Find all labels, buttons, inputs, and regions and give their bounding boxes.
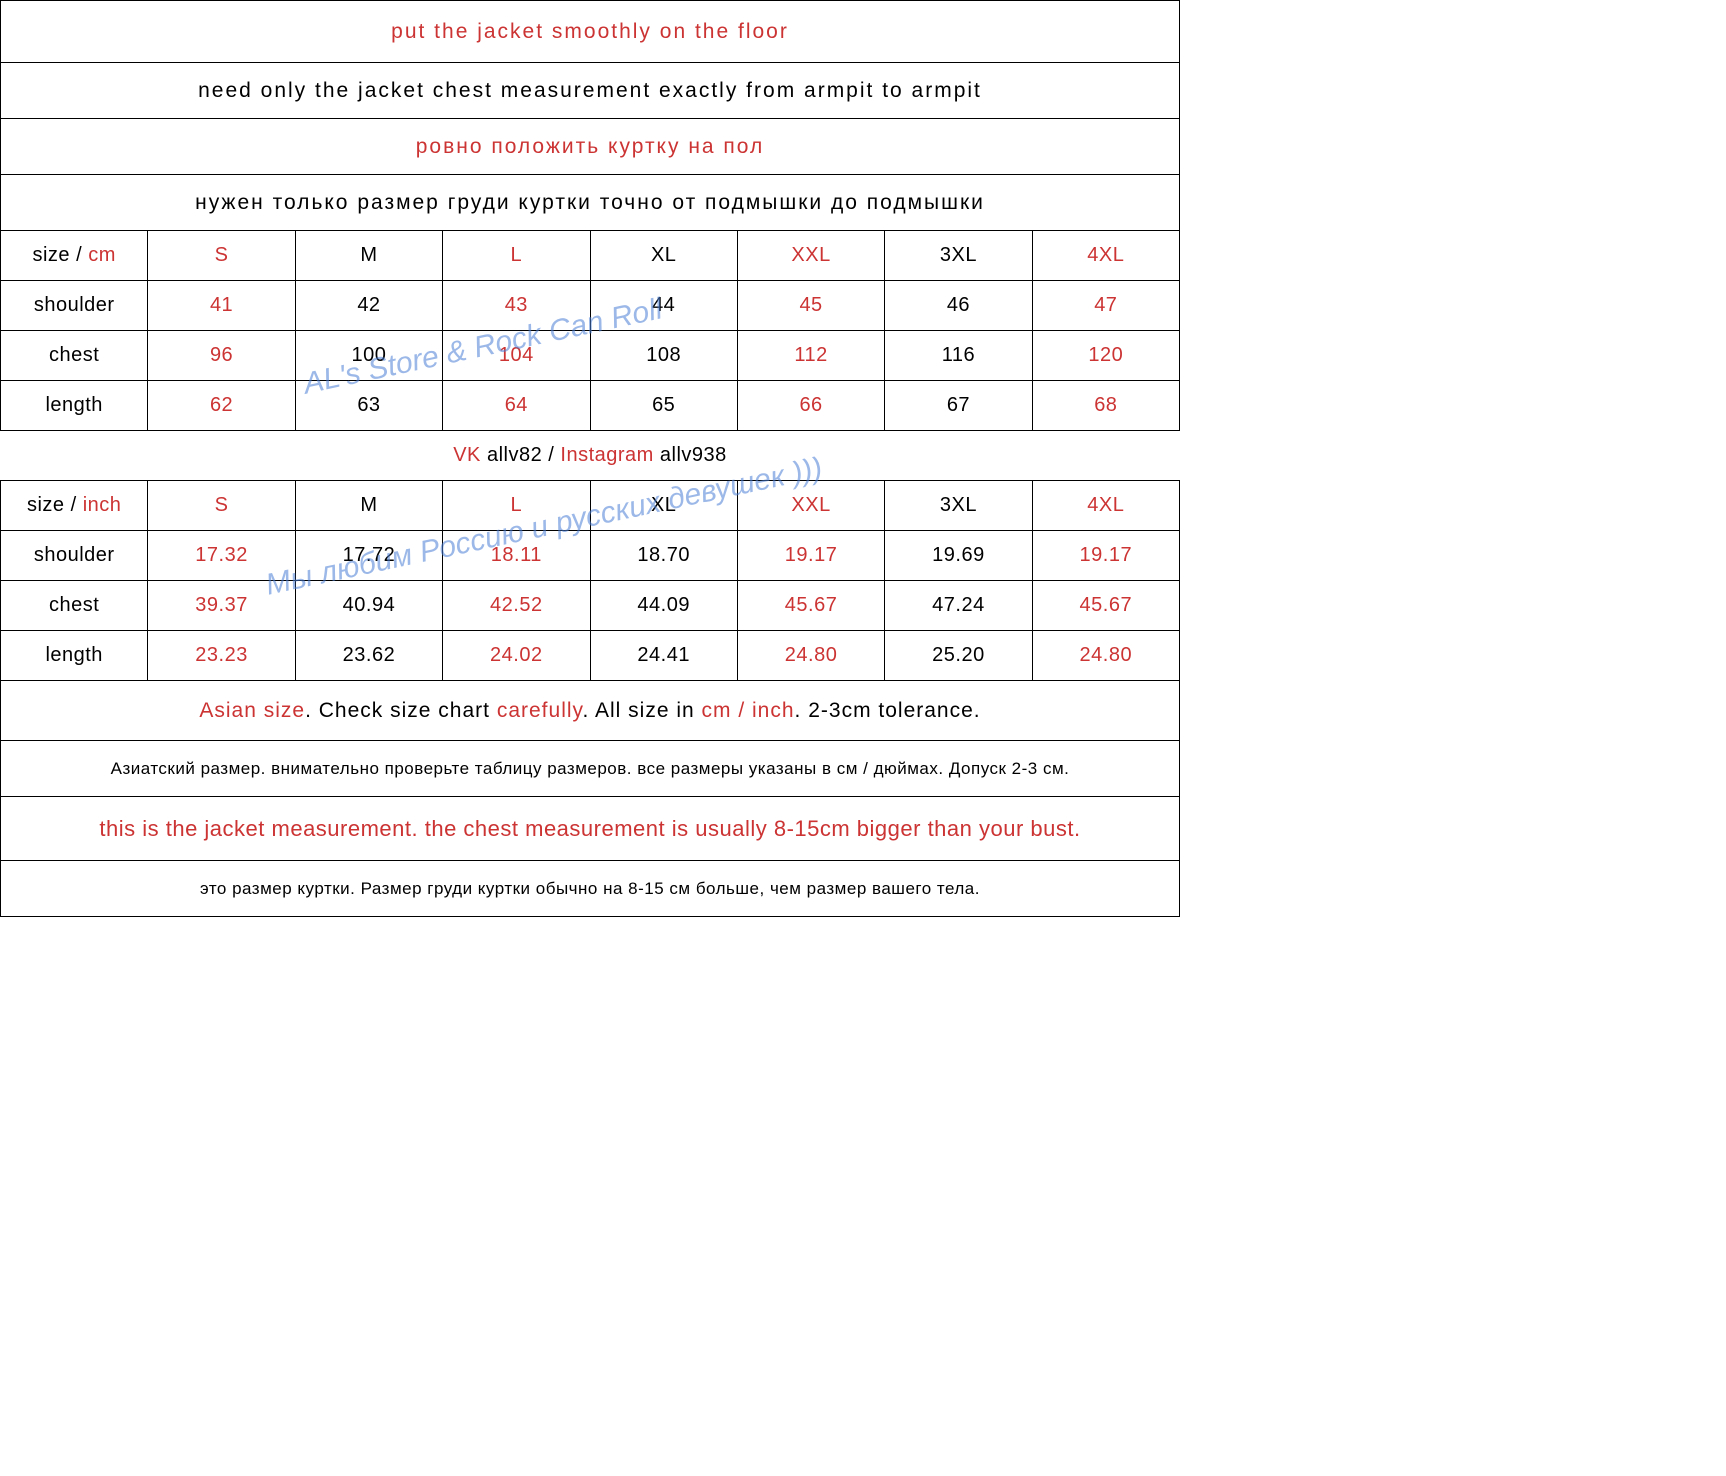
in-col-0: S bbox=[148, 481, 295, 531]
cm-col-4: XXL bbox=[737, 231, 884, 281]
cm-cell: 104 bbox=[443, 331, 590, 381]
in-cell: 19.17 bbox=[737, 531, 884, 581]
banner-sub-en: need only the jacket chest measurement e… bbox=[1, 63, 1180, 119]
cm-cell: 65 bbox=[590, 381, 737, 431]
cm-header-row: size / cm S M L XL XXL 3XL 4XL bbox=[1, 231, 1180, 281]
in-col-2: L bbox=[443, 481, 590, 531]
in-cell: 24.80 bbox=[737, 631, 884, 681]
ig-user: allv938 bbox=[654, 444, 727, 466]
cm-cell: 100 bbox=[295, 331, 442, 381]
cm-cell: 66 bbox=[737, 381, 884, 431]
note-jacket-en: this is the jacket measurement. the ches… bbox=[1, 797, 1180, 861]
cm-col-6: 4XL bbox=[1032, 231, 1179, 281]
cm-cell: 44 bbox=[590, 281, 737, 331]
in-row-label: shoulder bbox=[1, 531, 148, 581]
cm-cell: 63 bbox=[295, 381, 442, 431]
in-row-chest: chest 39.37 40.94 42.52 44.09 45.67 47.2… bbox=[1, 581, 1180, 631]
in-header-label: size / inch bbox=[1, 481, 148, 531]
in-cell: 45.67 bbox=[1032, 581, 1179, 631]
cm-header-label: size / cm bbox=[1, 231, 148, 281]
vk-label: VK bbox=[453, 444, 481, 466]
cm-cell: 116 bbox=[885, 331, 1032, 381]
banner-title-en: put the jacket smoothly on the floor bbox=[1, 1, 1180, 63]
cm-cell: 112 bbox=[737, 331, 884, 381]
cm-row-label: chest bbox=[1, 331, 148, 381]
in-cell: 47.24 bbox=[885, 581, 1032, 631]
note-asian-ru: Азиатский размер. внимательно проверьте … bbox=[1, 741, 1180, 797]
in-row-length: length 23.23 23.62 24.02 24.41 24.80 25.… bbox=[1, 631, 1180, 681]
cm-cell: 96 bbox=[148, 331, 295, 381]
in-cell: 18.11 bbox=[443, 531, 590, 581]
cm-col-2: L bbox=[443, 231, 590, 281]
in-cell: 19.17 bbox=[1032, 531, 1179, 581]
note-asian-en: Asian size. Check size chart carefully. … bbox=[1, 681, 1180, 741]
cm-col-1: M bbox=[295, 231, 442, 281]
cm-cell: 47 bbox=[1032, 281, 1179, 331]
cm-col-5: 3XL bbox=[885, 231, 1032, 281]
cm-cell: 68 bbox=[1032, 381, 1179, 431]
cm-cell: 42 bbox=[295, 281, 442, 331]
in-col-1: M bbox=[295, 481, 442, 531]
cm-row-shoulder: shoulder 41 42 43 44 45 46 47 bbox=[1, 281, 1180, 331]
in-cell: 39.37 bbox=[148, 581, 295, 631]
in-cell: 18.70 bbox=[590, 531, 737, 581]
in-cell: 24.80 bbox=[1032, 631, 1179, 681]
in-cell: 24.02 bbox=[443, 631, 590, 681]
in-col-4: XXL bbox=[737, 481, 884, 531]
cm-cell: 45 bbox=[737, 281, 884, 331]
cm-row-chest: chest 96 100 104 108 112 116 120 bbox=[1, 331, 1180, 381]
in-row-shoulder: shoulder 17.32 17.72 18.11 18.70 19.17 1… bbox=[1, 531, 1180, 581]
in-row-label: chest bbox=[1, 581, 148, 631]
in-cell: 25.20 bbox=[885, 631, 1032, 681]
cm-col-3: XL bbox=[590, 231, 737, 281]
banner-sub-ru: нужен только размер груди куртки точно о… bbox=[1, 175, 1180, 231]
in-cell: 24.41 bbox=[590, 631, 737, 681]
in-col-3: XL bbox=[590, 481, 737, 531]
cm-cell: 41 bbox=[148, 281, 295, 331]
in-cell: 23.23 bbox=[148, 631, 295, 681]
social-row: VK allv82 / Instagram allv938 bbox=[1, 431, 1180, 481]
cm-row-length: length 62 63 64 65 66 67 68 bbox=[1, 381, 1180, 431]
cm-cell: 64 bbox=[443, 381, 590, 431]
ig-label: Instagram bbox=[560, 444, 653, 466]
banner-title-ru: ровно положить куртку на пол bbox=[1, 119, 1180, 175]
in-col-5: 3XL bbox=[885, 481, 1032, 531]
in-cell: 44.09 bbox=[590, 581, 737, 631]
in-cell: 42.52 bbox=[443, 581, 590, 631]
cm-cell: 46 bbox=[885, 281, 1032, 331]
cm-cell: 62 bbox=[148, 381, 295, 431]
in-row-label: length bbox=[1, 631, 148, 681]
in-cell: 40.94 bbox=[295, 581, 442, 631]
in-cell: 17.72 bbox=[295, 531, 442, 581]
in-cell: 23.62 bbox=[295, 631, 442, 681]
cm-cell: 108 bbox=[590, 331, 737, 381]
in-cell: 19.69 bbox=[885, 531, 1032, 581]
in-col-6: 4XL bbox=[1032, 481, 1179, 531]
cm-row-label: shoulder bbox=[1, 281, 148, 331]
in-cell: 17.32 bbox=[148, 531, 295, 581]
vk-user: allv82 / bbox=[481, 444, 560, 466]
note-jacket-ru: это размер куртки. Размер груди куртки о… bbox=[1, 861, 1180, 917]
cm-cell: 43 bbox=[443, 281, 590, 331]
cm-cell: 67 bbox=[885, 381, 1032, 431]
cm-col-0: S bbox=[148, 231, 295, 281]
cm-cell: 120 bbox=[1032, 331, 1179, 381]
cm-row-label: length bbox=[1, 381, 148, 431]
size-chart-table: put the jacket smoothly on the floor nee… bbox=[0, 0, 1180, 917]
in-cell: 45.67 bbox=[737, 581, 884, 631]
in-header-row: size / inch S M L XL XXL 3XL 4XL bbox=[1, 481, 1180, 531]
